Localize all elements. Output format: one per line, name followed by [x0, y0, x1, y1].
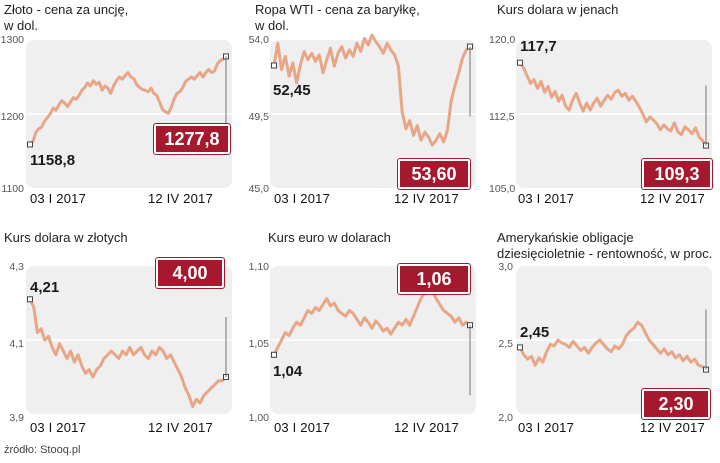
chart-title: Kurs euro w dolarach: [268, 230, 391, 245]
start-value-label: 52,45: [273, 82, 311, 99]
line-chart: [26, 296, 232, 409]
start-point-marker: [27, 141, 33, 148]
series-line: [272, 33, 471, 147]
x-end-label: 12 IV 2017: [394, 191, 459, 206]
y-tick-label: 45,0: [248, 183, 269, 195]
y-tick-label: 1,00: [248, 412, 269, 424]
x-start-label: 03 I 2017: [518, 191, 575, 206]
start-value-label: 2,45: [520, 324, 550, 341]
start-value-label: 1158,8: [30, 152, 76, 169]
y-tick-label: 112,5: [489, 111, 515, 123]
chart-title: Amerykańskie obligacje dziesięcioletnie …: [497, 230, 713, 261]
start-point-marker: [517, 59, 523, 66]
start-value-label: 117,7: [520, 38, 557, 55]
y-tick-label: 1100: [1, 183, 24, 195]
x-end-label: 12 IV 2017: [148, 420, 213, 435]
x-start-label: 03 I 2017: [274, 420, 331, 435]
source-note: źródło: Stooq.pl: [4, 444, 81, 456]
y-tick-label: 1,10: [248, 261, 269, 273]
chart-title: Kurs dolara w złotych: [4, 230, 128, 245]
series-line: [518, 61, 708, 147]
start-point-marker: [517, 344, 523, 351]
y-tick-label: 54,0: [248, 34, 269, 46]
x-start-label: 03 I 2017: [30, 420, 87, 435]
x-end-label: 12 IV 2017: [640, 420, 705, 435]
y-tick-label: 1300: [0, 34, 24, 46]
line-chart: [516, 309, 712, 373]
x-start-label: 03 I 2017: [518, 420, 575, 435]
y-tick-label: 2,0: [498, 412, 513, 424]
y-tick-label: 4,3: [9, 261, 24, 273]
x-end-label: 12 IV 2017: [640, 191, 705, 206]
line-chart: [270, 285, 476, 396]
y-tick-label: 3,9: [9, 412, 24, 424]
y-tick-label: 49,5: [248, 111, 269, 123]
end-value-badge: 109,3: [641, 158, 713, 190]
line-chart: [270, 33, 476, 147]
series-line: [28, 55, 228, 146]
end-value-badge: 53,60: [397, 158, 471, 190]
y-tick-label: 1200: [0, 111, 24, 123]
y-tick-label: 3,0: [498, 261, 513, 273]
x-end-label: 12 IV 2017: [394, 420, 459, 435]
start-value-label: 1,04: [273, 363, 303, 380]
line-chart: [26, 53, 232, 148]
end-value-badge: 2,30: [641, 388, 711, 420]
x-start-label: 03 I 2017: [274, 191, 331, 206]
series-line: [518, 320, 707, 371]
end-value-badge: 1,06: [397, 263, 471, 295]
end-value-badge: 4,00: [155, 257, 225, 289]
chart-title: Kurs dolara w jenach: [497, 2, 619, 17]
start-point-marker: [271, 62, 277, 69]
chart-title: Złoto - cena za uncję, w dol.: [4, 2, 129, 33]
chart-title: Ropa WTI - cena za baryłkę, w dol.: [255, 2, 420, 33]
start-point-marker: [27, 296, 33, 303]
y-tick-label: 1,05: [248, 338, 269, 350]
start-point-marker: [271, 351, 277, 358]
end-value-badge: 1277,8: [153, 123, 231, 155]
line-chart: [516, 59, 712, 149]
start-value-label: 4,21: [30, 279, 60, 296]
y-tick-label: 105,0: [489, 183, 516, 195]
x-end-label: 12 IV 2017: [148, 191, 213, 206]
y-tick-label: 2,5: [498, 338, 513, 350]
y-tick-label: 4,1: [9, 338, 24, 350]
series-line: [272, 285, 471, 356]
series-line: [28, 298, 228, 409]
x-start-label: 03 I 2017: [30, 191, 87, 206]
y-tick-label: 120,0: [489, 34, 516, 46]
